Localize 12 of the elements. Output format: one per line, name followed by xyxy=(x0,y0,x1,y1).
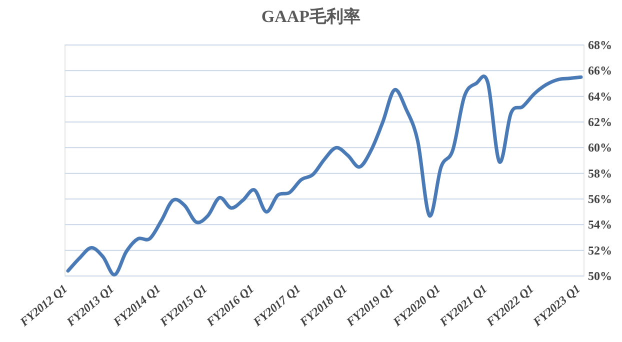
chart-title: GAAP毛利率 xyxy=(261,7,361,26)
y-tick-label: 64% xyxy=(588,89,612,104)
y-tick-label: 54% xyxy=(588,218,612,232)
y-tick-label: 66% xyxy=(588,64,612,78)
y-tick-label: 52% xyxy=(588,243,612,258)
y-tick-label: 56% xyxy=(588,192,612,206)
line-series xyxy=(66,75,583,276)
y-tick-label: 62% xyxy=(588,115,612,129)
y-tick-label: 68% xyxy=(588,38,612,52)
y-tick-label: 60% xyxy=(588,140,612,155)
y-tick-label: 50% xyxy=(588,269,612,283)
y-tick-label: 58% xyxy=(588,166,612,180)
